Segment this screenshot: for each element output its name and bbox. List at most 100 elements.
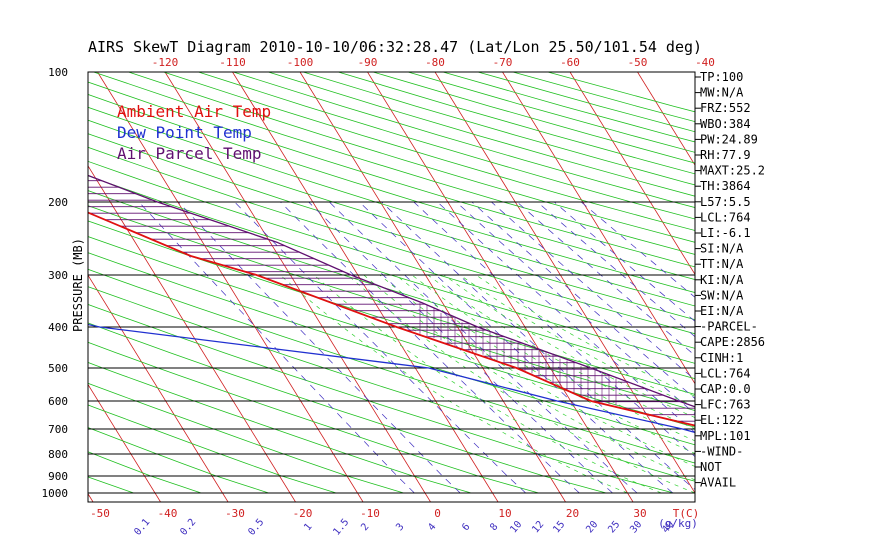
moist-adiabat-line [363, 274, 695, 481]
dry-adiabat-line [88, 175, 695, 364]
mixing-ratio-line [516, 201, 695, 356]
temp-axis-label: T(C) [673, 507, 700, 520]
pressure-tick-label: 100 [48, 66, 68, 79]
mixing-ratio-tick-label: 15 [551, 519, 567, 535]
mixing-ratio-line [413, 201, 695, 458]
stats-item: LFC:763 [700, 398, 751, 412]
dry-adiabat-line [88, 451, 202, 494]
stats-item: EL:122 [700, 413, 743, 427]
pressure-tick-label: 1000 [42, 487, 69, 500]
pressure-tick-label: 900 [48, 470, 68, 483]
background-lines [0, 72, 695, 502]
stats-item: LCL:764 [700, 210, 751, 224]
sounding-curves [88, 174, 695, 434]
dry-adiabat-line [233, 72, 695, 208]
pressure-tick-label: 300 [48, 269, 68, 282]
dry-adiabat-line [88, 205, 695, 395]
mixing-ratio-line [437, 201, 695, 433]
dry-adiabat-line [477, 72, 695, 133]
mixing-ratio-axis-label: (g/kg) [658, 517, 698, 530]
bottom-temp-tick-label: 20 [566, 507, 579, 520]
moist-adiabat-line [475, 274, 695, 397]
dry-adiabat-line [88, 236, 695, 428]
dry-adiabat-line [128, 72, 695, 243]
moist-adiabat-line [313, 274, 662, 494]
dry-adiabat-line [372, 72, 695, 164]
dry-adiabat-line [88, 362, 472, 494]
isotherm-line [0, 72, 26, 502]
top-temperature-axis: -120 -110 -100 -90 -80 -70 -60 -50 -40 [152, 56, 715, 69]
mixing-ratio-tick-label: 0.2 [178, 517, 198, 538]
isotherm-line [232, 72, 499, 502]
bottom-temperature-axis: -50 -40 -30 -20 -10 0 10 20 30 T(C) [90, 507, 699, 520]
dry-adiabat-line [88, 322, 607, 494]
isotherm-line [88, 274, 229, 502]
mixing-ratio-line [471, 201, 695, 399]
dry-adiabat-line [88, 190, 695, 380]
dry-adiabat-line [88, 119, 695, 307]
mixing-ratio-line [178, 201, 461, 494]
stats-item: -WIND- [700, 444, 743, 458]
mixing-ratio-tick-label: 10 [508, 519, 524, 535]
dry-adiabat-line [88, 81, 695, 268]
stats-item: MPL:101 [700, 429, 751, 443]
mixing-ratio-tick-label: 8 [488, 521, 500, 533]
bottom-temp-tick-label: 0 [434, 507, 441, 520]
dry-adiabat-line [88, 220, 695, 411]
stats-item: EI:N/A [700, 304, 744, 318]
dry-adiabat-line [88, 133, 695, 321]
mixing-ratio-line [456, 201, 695, 415]
bottom-temp-tick-label: 30 [633, 507, 646, 520]
isotherm-line [97, 72, 364, 502]
stats-item: CAPE:2856 [700, 335, 765, 349]
stats-item: FRZ:552 [700, 101, 751, 115]
pressure-tick-label: 400 [48, 321, 68, 334]
moist-adiabat-line [443, 274, 695, 419]
dry-adiabat-line [303, 72, 695, 186]
stats-item: MW:N/A [700, 86, 744, 100]
stats-item: AVAIL [700, 476, 736, 490]
stats-item: KI:N/A [700, 273, 744, 287]
bottom-temp-tick-label: -50 [90, 507, 110, 520]
mixing-ratio-line [138, 201, 415, 494]
dry-adiabat-line [88, 106, 695, 294]
ambient-temp-line [88, 211, 695, 427]
legend-parcel: Air Parcel Temp [117, 144, 262, 163]
dry-adiabat-line [88, 404, 337, 494]
mixing-ratio-tick-label: 2 [359, 521, 371, 533]
dry-adiabat-line [88, 268, 695, 464]
plot-frame [87, 71, 696, 503]
bottom-temp-tick-label: -20 [293, 507, 313, 520]
top-temp-tick-label: -40 [695, 56, 715, 69]
top-temp-tick-label: -60 [560, 56, 580, 69]
dry-adiabat-line [268, 72, 695, 197]
top-temp-tick-label: -50 [628, 56, 648, 69]
stats-item: TT:N/A [700, 257, 744, 271]
pressure-axis: 100 200 300 400 500 600 700 800 900 1000 [42, 66, 69, 500]
mixing-ratio-tick-label: 12 [530, 519, 546, 535]
mixing-ratio-tick-label: 30 [628, 519, 644, 535]
mixing-ratio-tick-label: 20 [584, 519, 600, 535]
mixing-ratio-tick-label: 3 [394, 521, 406, 533]
pressure-tick-label: 500 [48, 362, 68, 375]
isotherm-line [434, 72, 695, 494]
mixing-ratio-tick-label: 1.5 [331, 517, 351, 538]
mixing-ratio-tick-label: 4 [426, 521, 438, 533]
dry-adiabat-line [88, 382, 404, 494]
mixing-ratio-line [537, 201, 695, 338]
top-temp-tick-label: -120 [152, 56, 179, 69]
stats-item: L57:5.5 [700, 195, 751, 209]
stats-item: PW:24.89 [700, 132, 758, 146]
top-temp-tick-label: -100 [287, 56, 314, 69]
stats-item: NOT [700, 460, 722, 474]
dry-adiabat-line [198, 72, 695, 220]
isotherm-line [569, 72, 695, 276]
stats-item: RH:77.9 [700, 148, 751, 162]
stats-item: SI:N/A [700, 242, 744, 256]
moist-adiabat-line [379, 274, 695, 467]
legend-dewpoint: Dew Point Temp [117, 123, 252, 142]
dewpoint-temp-line [88, 323, 695, 434]
isotherm-line [88, 165, 296, 502]
